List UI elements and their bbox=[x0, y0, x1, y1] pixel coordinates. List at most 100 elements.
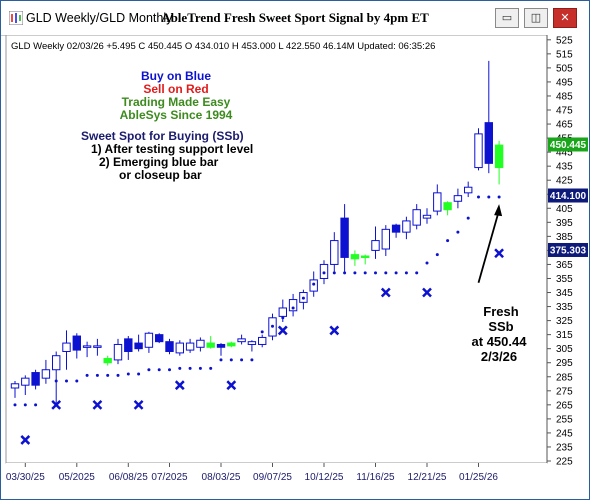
legend-sell: Sell on Red bbox=[143, 82, 208, 96]
candle-body bbox=[412, 209, 421, 226]
y-tick-label: 235 bbox=[556, 442, 573, 453]
candle-body bbox=[216, 343, 226, 348]
support-dot bbox=[250, 358, 254, 362]
support-dot bbox=[168, 368, 171, 372]
support-dot bbox=[260, 330, 264, 334]
support-dot bbox=[425, 261, 429, 265]
minimize-button[interactable]: ▭ bbox=[495, 8, 519, 28]
candle-body bbox=[62, 342, 71, 352]
candle-body bbox=[113, 343, 123, 361]
x-tick-label: 07/2025 bbox=[151, 472, 188, 483]
x-tick-label: 08/03/25 bbox=[202, 472, 241, 483]
close-button[interactable]: ✕ bbox=[553, 8, 577, 28]
ssb-annotation: Fresh SSb at 450.44 2/3/26 bbox=[472, 304, 528, 364]
support-dot bbox=[75, 379, 79, 383]
candle-body bbox=[464, 186, 473, 194]
y-tick-label: 335 bbox=[556, 302, 573, 313]
support-dot bbox=[178, 366, 182, 370]
candle-body bbox=[93, 345, 102, 348]
restore-button[interactable]: ◫ bbox=[524, 8, 548, 28]
candle-body bbox=[82, 345, 92, 348]
legend-notes: Buy on Blue Sell on Red Trading Made Eas… bbox=[81, 69, 253, 182]
support-dot bbox=[477, 195, 480, 199]
support-dot bbox=[466, 216, 470, 220]
support-dot bbox=[54, 379, 58, 383]
support-dot bbox=[106, 373, 110, 377]
price-label: 414.100 bbox=[550, 191, 587, 202]
candle-body bbox=[134, 342, 143, 350]
x-tick-label: 05/2025 bbox=[59, 472, 96, 483]
support-dot bbox=[85, 373, 89, 377]
support-dot bbox=[415, 271, 419, 275]
candle-body bbox=[402, 220, 411, 233]
support-dot bbox=[34, 403, 38, 407]
support-dot bbox=[95, 373, 99, 377]
candle-body bbox=[278, 307, 288, 317]
price-label: 375.303 bbox=[550, 245, 587, 256]
support-dot bbox=[219, 358, 223, 362]
support-dot bbox=[404, 271, 408, 275]
support-dot bbox=[312, 282, 316, 286]
support-dot bbox=[435, 253, 439, 257]
support-dot bbox=[291, 306, 295, 310]
y-tick-label: 385 bbox=[556, 232, 573, 243]
support-dot bbox=[116, 373, 120, 377]
support-dot bbox=[229, 358, 233, 362]
candle-body bbox=[206, 342, 215, 348]
support-dot bbox=[65, 379, 68, 383]
x-tick-label: 12/21/25 bbox=[408, 472, 447, 483]
plot-area bbox=[5, 35, 548, 464]
window-title: AbleTrend Fresh Sweet Sport Signal by 4p… bbox=[161, 10, 429, 25]
candle-body bbox=[381, 228, 391, 250]
window-tab-title: GLD Weekly/GLD Monthly bbox=[26, 11, 173, 25]
candle-body bbox=[288, 299, 298, 312]
candle-body bbox=[41, 369, 51, 379]
support-dot bbox=[157, 368, 161, 372]
candle-body bbox=[494, 144, 504, 169]
ssb-arrow-shaft bbox=[477, 209, 500, 283]
candle-body bbox=[155, 334, 164, 343]
support-dot bbox=[363, 271, 367, 275]
x-tick-label: 03/30/25 bbox=[6, 472, 45, 483]
candle-body bbox=[10, 383, 20, 389]
legend-since: AbleSys Since 1994 bbox=[120, 108, 233, 122]
candle-body bbox=[52, 355, 61, 371]
support-dot bbox=[374, 271, 377, 275]
candle-body bbox=[196, 339, 205, 348]
support-dot bbox=[353, 271, 357, 275]
candle-body bbox=[340, 217, 349, 258]
annotation-line-1: Fresh bbox=[483, 304, 518, 319]
candle-body bbox=[175, 342, 185, 354]
support-dot bbox=[281, 316, 285, 320]
annotation-line-2: SSb bbox=[488, 319, 513, 334]
y-tick-label: 245 bbox=[556, 428, 573, 439]
candle-body bbox=[433, 192, 442, 212]
support-dot bbox=[188, 366, 192, 370]
x-tick-label: 11/16/25 bbox=[356, 472, 395, 483]
title-bar[interactable]: GLD Weekly/GLD Monthly AbleTrend Fresh S… bbox=[1, 1, 589, 36]
candle-body bbox=[165, 341, 174, 352]
candle-body bbox=[422, 214, 432, 219]
price-chart[interactable]: 5255155054954854754654554454354254154053… bbox=[1, 35, 589, 499]
x-tick-label: 06/08/25 bbox=[109, 472, 148, 483]
x-tick-label: 09/07/25 bbox=[253, 472, 292, 483]
signal-cross bbox=[380, 287, 391, 298]
support-dot bbox=[271, 324, 274, 328]
y-tick-label: 255 bbox=[556, 414, 573, 425]
legend-rule3: or closeup bar bbox=[119, 168, 202, 182]
price-label-box bbox=[548, 137, 588, 152]
candle-body bbox=[350, 254, 360, 260]
legend-rule2: 2) Emerging blue bar bbox=[99, 155, 219, 169]
y-tick-label: 295 bbox=[556, 358, 573, 369]
support-dot bbox=[209, 366, 213, 370]
legend-trading: Trading Made Easy bbox=[122, 95, 231, 109]
support-dot bbox=[446, 239, 450, 243]
y-tick-label: 285 bbox=[556, 372, 573, 383]
y-tick-label: 265 bbox=[556, 400, 573, 411]
support-dot bbox=[322, 271, 326, 275]
support-dot bbox=[240, 358, 244, 362]
support-dot bbox=[13, 403, 17, 407]
candle-body bbox=[391, 224, 401, 233]
y-tick-label: 485 bbox=[556, 91, 573, 102]
x-axis-ticks: 03/30/25 05/2025 06/08/25 07/2025 08/03/25 09… bbox=[6, 463, 498, 483]
